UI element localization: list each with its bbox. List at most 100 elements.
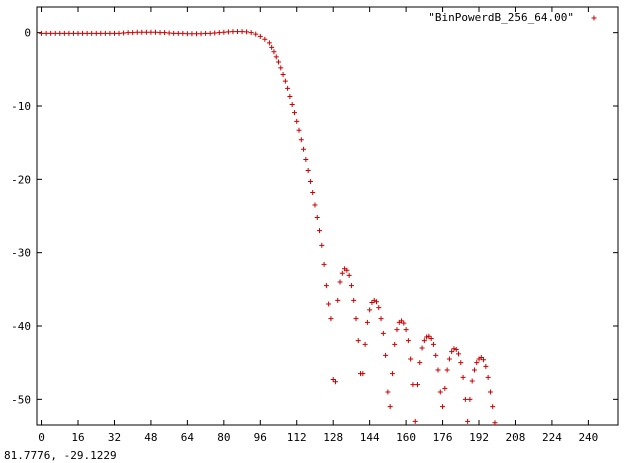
y-tick-label: -10 <box>11 100 31 113</box>
data-point <box>323 283 329 289</box>
data-point <box>193 31 199 37</box>
data-series <box>39 29 498 426</box>
data-point <box>314 214 320 220</box>
data-point <box>460 374 466 380</box>
data-point <box>84 30 90 36</box>
data-point <box>339 270 345 276</box>
x-tick-label: 112 <box>287 431 307 444</box>
data-point <box>282 78 288 84</box>
data-point <box>130 30 136 36</box>
data-point <box>139 29 145 35</box>
data-point <box>485 374 491 380</box>
x-tick-label: 16 <box>71 431 84 444</box>
data-point <box>367 307 373 313</box>
data-point <box>273 54 279 60</box>
data-point <box>305 168 311 174</box>
data-point <box>410 382 416 388</box>
data-point <box>351 297 357 303</box>
x-tick-label: 192 <box>469 431 489 444</box>
x-tick-label: 80 <box>217 431 230 444</box>
data-point <box>212 30 218 36</box>
data-point <box>52 30 58 36</box>
data-point <box>121 30 127 36</box>
data-point <box>134 29 140 35</box>
data-point <box>39 30 45 36</box>
data-point <box>478 355 484 361</box>
data-point <box>107 30 113 36</box>
data-point <box>332 379 338 385</box>
x-tick-label: 32 <box>108 431 121 444</box>
data-point <box>444 367 450 373</box>
data-point <box>424 334 430 340</box>
data-point <box>344 267 350 273</box>
data-point <box>152 29 158 35</box>
data-point <box>346 272 352 278</box>
data-point <box>481 357 487 363</box>
data-point <box>75 30 81 36</box>
data-point <box>387 404 393 410</box>
x-tick-label: 0 <box>38 431 45 444</box>
data-point <box>189 31 195 37</box>
data-point <box>266 40 272 46</box>
data-point <box>298 137 304 143</box>
data-point <box>394 327 400 333</box>
data-point <box>294 118 300 124</box>
data-point <box>303 157 309 163</box>
data-point <box>451 346 457 352</box>
legend-marker-symbol <box>591 15 597 21</box>
data-point <box>487 389 493 395</box>
data-point <box>389 371 395 377</box>
data-point <box>458 360 464 366</box>
data-point <box>221 29 227 35</box>
data-point <box>446 356 452 362</box>
data-point <box>43 30 49 36</box>
data-point <box>355 338 361 344</box>
data-point <box>98 30 104 36</box>
x-tick-label: 176 <box>433 431 453 444</box>
data-point <box>453 346 459 352</box>
data-point <box>271 49 277 55</box>
data-point <box>207 30 213 36</box>
data-point <box>335 297 341 303</box>
x-tick-label: 160 <box>396 431 416 444</box>
y-tick-label: -20 <box>11 173 31 186</box>
data-point <box>449 349 455 355</box>
data-point <box>253 31 259 37</box>
data-point <box>328 316 334 322</box>
data-point <box>57 30 63 36</box>
data-point <box>70 30 76 36</box>
data-point <box>180 30 186 36</box>
data-point <box>230 29 236 35</box>
data-point <box>175 30 181 36</box>
data-point <box>474 360 480 366</box>
data-point <box>312 202 318 208</box>
data-point <box>203 30 209 36</box>
data-point <box>102 30 108 36</box>
data-point <box>405 338 411 344</box>
data-point <box>430 341 436 347</box>
data-point <box>426 333 432 339</box>
data-point <box>369 300 375 306</box>
data-point <box>216 30 222 36</box>
data-point <box>48 30 54 36</box>
data-point <box>319 242 325 248</box>
plot-frame <box>36 6 619 426</box>
data-point <box>492 420 498 426</box>
data-point <box>148 29 154 35</box>
data-point <box>401 320 407 326</box>
data-point <box>353 316 359 322</box>
x-tick-label: 96 <box>254 431 267 444</box>
data-point <box>280 71 286 77</box>
data-point <box>326 301 332 307</box>
y-tick-label: -30 <box>11 247 31 260</box>
data-point <box>269 44 275 50</box>
data-point <box>80 30 86 36</box>
data-point <box>376 305 382 311</box>
data-point <box>392 341 398 347</box>
x-tick-label: 64 <box>181 431 195 444</box>
data-point <box>291 110 297 116</box>
data-point <box>184 31 190 37</box>
data-point <box>171 30 177 36</box>
data-point <box>383 352 389 358</box>
